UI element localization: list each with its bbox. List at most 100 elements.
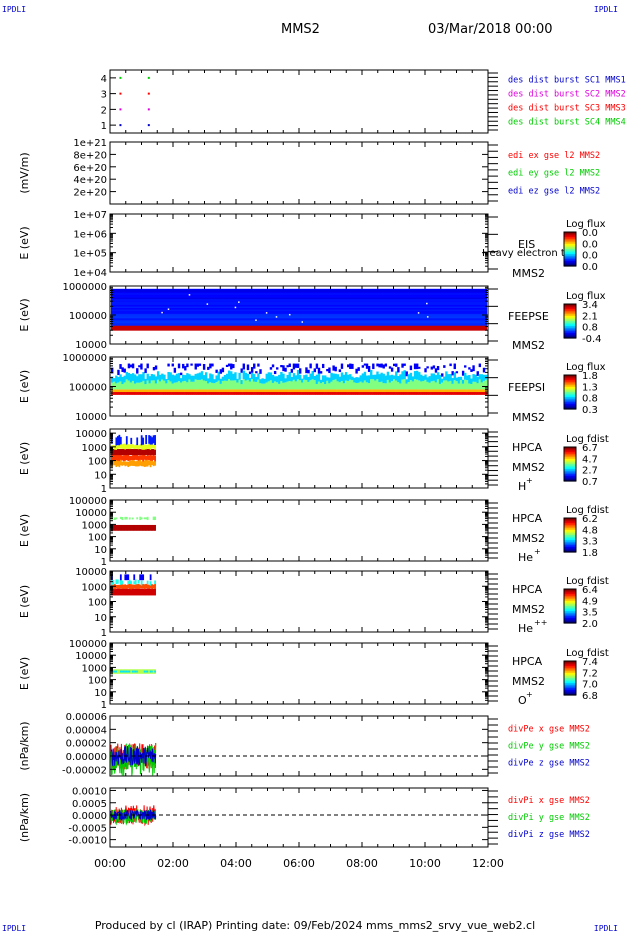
colorbar-cell <box>564 592 576 595</box>
spectrogram-cell <box>380 381 383 390</box>
spectrogram-cell <box>113 454 116 461</box>
colorbar-frame <box>563 374 577 410</box>
charge-label: ++ <box>534 618 547 627</box>
colorbar-cell <box>564 400 576 403</box>
spectrogram-cell <box>361 365 365 368</box>
spectrogram-cell <box>175 373 179 383</box>
spectrogram-cell <box>326 377 329 381</box>
spectrogram-cell <box>131 584 134 589</box>
spectrogram-cell <box>115 392 118 395</box>
spectrogram-cell <box>116 436 119 446</box>
spectrogram-cell <box>336 374 339 382</box>
colorbar-cell <box>564 467 576 470</box>
spectrogram-cell <box>143 670 146 673</box>
spectrogram-cell <box>418 380 421 390</box>
spectrogram-cell <box>165 383 168 390</box>
spectrogram-cell <box>378 374 381 383</box>
legend-label: divPi y gse MMS2 <box>508 813 590 823</box>
spectrogram-cell <box>413 371 417 380</box>
spectrogram-cell <box>122 584 125 589</box>
spectrogram-cell <box>128 460 131 467</box>
spectrogram-cell <box>415 379 419 390</box>
colorbar-tick-label: 6.8 <box>582 691 598 702</box>
spacecraft-label: MMS2 <box>512 339 545 352</box>
spectrogram-cell <box>140 574 143 581</box>
legend-label: divPe z gse MMS2 <box>508 759 590 769</box>
colorbar-cell <box>564 314 576 317</box>
spectrogram-cell <box>472 381 475 390</box>
spectrogram-band <box>111 288 487 291</box>
spectrogram-cell <box>219 392 223 395</box>
colorbar-frame <box>563 660 577 696</box>
y-tick-label: 1 <box>101 700 107 711</box>
colorbar-cell <box>564 398 576 402</box>
spectrogram-cell <box>113 448 116 456</box>
colorbar-cell <box>564 380 576 383</box>
legend-label: des dist burst SC2 MMS2 <box>508 90 626 100</box>
colorbar-cell <box>564 458 576 462</box>
colorbar-cell <box>564 237 576 240</box>
spectrogram-cell <box>137 459 140 467</box>
spectrogram-cell <box>284 367 287 372</box>
spectrogram-cell <box>121 455 124 461</box>
spectrogram-cell <box>200 392 204 395</box>
spectrogram-cell <box>154 392 158 395</box>
spectrogram-cell <box>321 389 325 393</box>
spectrogram-cell <box>130 588 133 596</box>
spectrogram-cell <box>156 389 160 393</box>
spectrogram-cell <box>397 367 400 373</box>
spectrogram-cell <box>363 392 367 395</box>
spectrogram-cell <box>118 454 121 462</box>
spectrogram-cell <box>145 444 148 450</box>
spectrogram-cell <box>388 366 392 369</box>
spectrogram-cell <box>143 524 146 531</box>
spectrogram-cell <box>449 374 452 381</box>
spectrogram-cell <box>128 524 131 531</box>
spectrogram-cell <box>286 374 289 382</box>
spectrogram-cell <box>173 389 177 393</box>
y-tick-label: -0.0010 <box>68 836 107 847</box>
spectrogram-cell <box>223 389 227 393</box>
spectrogram-cell <box>430 392 433 395</box>
spectrogram-cell <box>112 580 115 586</box>
spectrogram-cell <box>269 367 273 370</box>
spectrogram-cell <box>186 363 189 368</box>
panel-frame <box>109 787 489 848</box>
legend-label: divPi z gse MMS2 <box>508 830 590 840</box>
spectrogram-cell <box>313 392 317 395</box>
spectrogram-cell <box>395 371 398 381</box>
spectrogram-cell <box>140 588 143 596</box>
spectrogram-cell <box>334 366 337 372</box>
colorbar-cell <box>564 310 576 314</box>
spectrogram-cell <box>190 363 193 366</box>
x-tick-label: 04:00 <box>220 857 252 870</box>
spectrogram-cell <box>313 380 317 390</box>
spectrogram <box>111 363 488 395</box>
spectrogram-cell <box>149 454 152 461</box>
spectrogram-cell <box>319 383 323 390</box>
legend-label: divPe x gse MMS2 <box>508 724 590 734</box>
y-axis-label: (mV/m) <box>18 152 31 193</box>
spectrogram-cell <box>149 584 152 589</box>
spectrogram-cell <box>466 389 469 393</box>
spectrogram-cell <box>257 379 260 390</box>
legend-label: edi ez gse l2 MMS2 <box>508 186 600 196</box>
corner-label-top-left: IPDLI <box>2 5 27 14</box>
spectrogram-cell <box>133 389 137 393</box>
spectrogram-cell <box>273 392 277 395</box>
spectrogram-cell <box>397 389 400 393</box>
spectrogram-cell <box>115 437 118 446</box>
spectrogram-cell <box>182 381 185 390</box>
spectrogram-cell <box>399 392 402 395</box>
spectrogram-band <box>111 300 487 303</box>
spectrogram-cell <box>139 524 142 531</box>
spectrogram-cell <box>430 381 433 390</box>
spectrogram-cell <box>127 363 131 369</box>
spectrogram-cell <box>359 392 362 395</box>
spectrogram-speck <box>301 321 304 323</box>
spectrogram-cell <box>211 389 214 393</box>
spectrogram-cell <box>151 448 153 456</box>
spectrogram-cell <box>136 454 139 461</box>
colorbar-cell <box>564 309 576 312</box>
spectrogram-cell <box>122 588 125 596</box>
